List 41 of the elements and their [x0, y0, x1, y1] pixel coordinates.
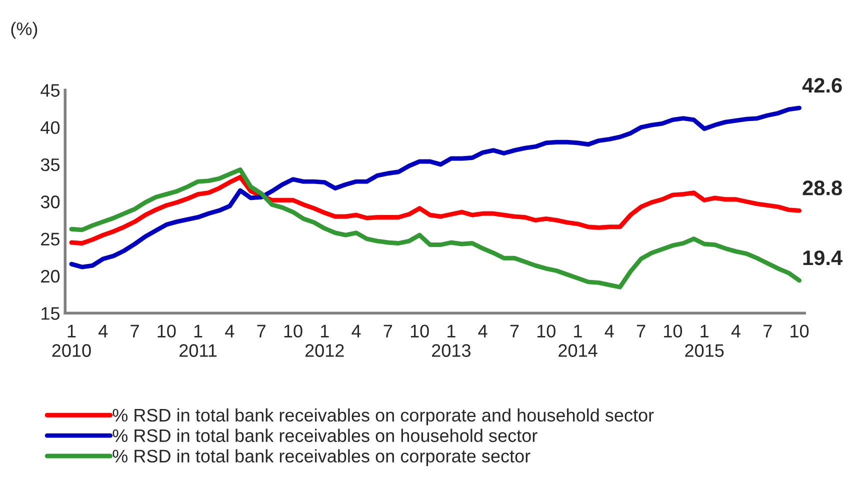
- legend-label: % RSD in total bank receivables on corporate and household sector: [112, 408, 654, 426]
- x-tick-label: 10: [790, 324, 809, 338]
- data-label: 19.4: [803, 250, 842, 266]
- y-tick-label: 35: [40, 158, 60, 172]
- x-tick-label: 4: [352, 324, 361, 338]
- y-axis-title: (%): [11, 22, 38, 39]
- x-tick-label: 1 2015: [685, 324, 724, 357]
- x-tick-label: 10: [664, 324, 682, 338]
- x-tick-label: 1 2013: [432, 324, 470, 357]
- x-tick-label: 4: [604, 324, 614, 338]
- x-tick-label: 7: [257, 324, 266, 338]
- legend-label: % RSD in total bank receivables on corporate sector: [112, 449, 530, 466]
- x-tick-label: 1 2014: [558, 324, 598, 357]
- x-tick-label: 7: [636, 324, 646, 338]
- x-tick-label: 7: [130, 324, 139, 338]
- x-tick-label: 10: [284, 324, 302, 338]
- x-tick-label: 1 2011: [180, 324, 217, 357]
- y-tick-label: 20: [41, 270, 60, 283]
- x-tick-label: 10: [410, 324, 429, 338]
- x-tick-label: 10: [537, 324, 556, 338]
- line-series: [69, 174, 802, 246]
- x-tick-label: 4: [478, 324, 488, 338]
- line-series: [69, 167, 802, 290]
- legend-label: % RSD in total bank receivables on household sector: [112, 428, 538, 442]
- y-tick-label: 25: [41, 232, 60, 246]
- x-tick-label: 4: [225, 324, 234, 338]
- line-series: [69, 106, 802, 270]
- y-tick-label: 40: [40, 121, 60, 134]
- x-tick-label: 7: [510, 324, 519, 338]
- y-tick-label: 45: [40, 84, 60, 97]
- x-tick-label: 7: [764, 324, 772, 338]
- x-tick-label: 1 2012: [305, 324, 344, 357]
- x-tick-label: 1 2010: [52, 324, 91, 357]
- x-tick-label: 4: [98, 324, 108, 338]
- data-label: 28.8: [802, 180, 842, 196]
- x-tick-label: 7: [384, 324, 392, 338]
- x-tick-label: 10: [158, 324, 176, 338]
- x-tick-label: 4: [731, 324, 740, 338]
- y-tick-label: 30: [40, 196, 60, 208]
- y-tick-label: 15: [42, 307, 60, 320]
- data-label: 42.6: [802, 78, 842, 93]
